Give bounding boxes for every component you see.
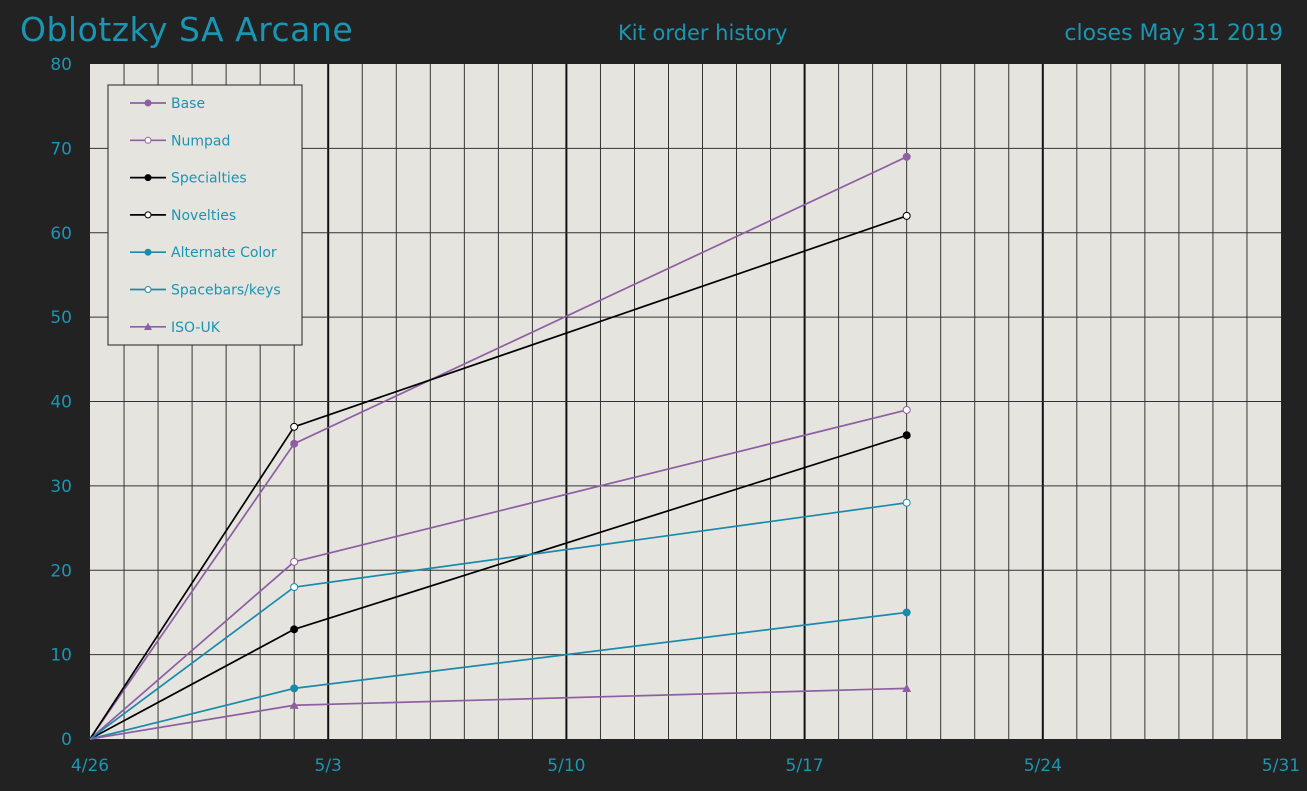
data-point [902,498,911,507]
data-point [902,152,911,161]
data-point [902,431,911,440]
legend-label: ISO-UK [171,320,221,336]
legend-label: Spacebars/keys [171,283,281,299]
data-point [902,608,911,617]
data-point [902,211,911,220]
data-point [290,684,299,693]
legend-label: Alternate Color [171,245,277,261]
legend-label: Numpad [171,133,230,149]
data-point [902,683,912,692]
data-point [290,422,299,431]
y-tick-label: 10 [50,646,72,666]
data-point [289,700,299,709]
legend-marker [144,99,152,107]
y-tick-label: 20 [50,561,72,581]
x-tick-label: 5/31 [1262,756,1300,776]
legend-marker [144,286,152,293]
data-point [290,583,299,592]
y-tick-label: 80 [50,55,72,75]
legend-marker [144,322,152,330]
legend-marker [144,136,152,144]
legend-label: Specialties [171,171,247,187]
y-tick-label: 0 [61,730,72,750]
legend-marker [144,248,152,256]
x-tick-label: 5/3 [315,756,342,776]
y-tick-label: 70 [50,139,72,159]
x-tick-label: 5/24 [1024,756,1062,776]
legend-marker [144,211,152,219]
product-title: Oblotzky SA Arcane [20,10,354,49]
x-tick-label: 5/17 [786,756,824,776]
data-point [290,557,299,566]
chart-title: Kit order history [618,21,788,45]
legend-label: Novelties [171,208,236,224]
y-tick-label: 50 [50,308,72,328]
legend-label: Base [171,96,205,112]
data-point [902,405,911,414]
legend-marker [144,174,152,182]
y-tick-label: 30 [50,477,72,497]
closing-date: closes May 31 2019 [1064,21,1283,46]
x-tick-label: 5/10 [547,756,585,776]
y-tick-label: 60 [50,224,72,244]
x-tick-label: 4/26 [71,756,109,776]
data-point [290,625,299,634]
y-tick-label: 40 [50,393,72,413]
data-point [290,439,299,448]
